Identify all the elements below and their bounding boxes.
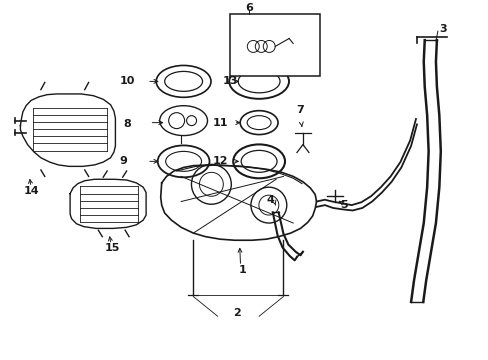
Text: 13: 13	[222, 76, 237, 86]
Text: 1: 1	[238, 265, 245, 275]
Text: 5: 5	[340, 200, 347, 210]
Bar	[229, 14, 319, 76]
Text: 8: 8	[123, 120, 131, 129]
Text: 6: 6	[245, 3, 253, 13]
Text: 4: 4	[266, 195, 274, 205]
Text: 14: 14	[23, 186, 39, 196]
Text: 12: 12	[212, 156, 227, 166]
Text: 9: 9	[120, 156, 127, 166]
Text: 10: 10	[120, 76, 135, 86]
Text: 7: 7	[296, 105, 304, 115]
Text: 2: 2	[233, 308, 241, 318]
Text: 15: 15	[104, 243, 120, 253]
Text: 3: 3	[438, 24, 446, 35]
Text: 11: 11	[212, 118, 227, 128]
